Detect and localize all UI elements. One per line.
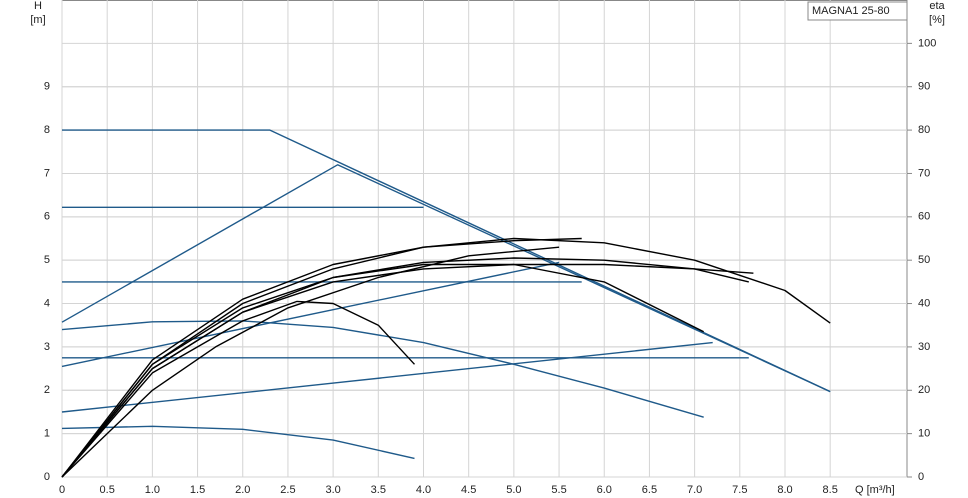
curve <box>61 237 831 478</box>
curve <box>61 320 704 418</box>
curve <box>61 263 705 478</box>
y2-tick-label: 70 <box>918 167 930 179</box>
y-tick-label: 1 <box>44 428 50 440</box>
y2-tick-label: 60 <box>918 211 930 223</box>
x-tick-label: 7.5 <box>732 484 747 496</box>
y-tick-label: 4 <box>44 297 50 309</box>
curve <box>61 164 831 393</box>
curve <box>61 246 560 478</box>
y2-tick-label: 50 <box>918 254 930 266</box>
y2-tick-label: 100 <box>918 37 936 49</box>
x-tick-label: 3.0 <box>325 484 340 496</box>
curve <box>62 129 831 393</box>
x-tick-label: 6.5 <box>642 484 657 496</box>
x-tick-label: 1.0 <box>145 484 160 496</box>
curve <box>61 263 754 478</box>
y-tick-label: 5 <box>44 254 50 266</box>
y-tick-label: 7 <box>44 167 50 179</box>
y2-label: eta <box>929 0 945 12</box>
x-tick-label: 6.0 <box>597 484 612 496</box>
x-tick-label: 2.5 <box>280 484 295 496</box>
x-tick-label: 3.5 <box>371 484 386 496</box>
x-tick-label: 1.5 <box>190 484 205 496</box>
y-tick-label: 8 <box>44 124 50 136</box>
curve <box>61 425 415 460</box>
y2-tick-label: 40 <box>918 297 930 309</box>
x-tick-label: 4.5 <box>461 484 476 496</box>
x-tick-label: 4.0 <box>416 484 431 496</box>
y2-tick-label: 30 <box>918 341 930 353</box>
y2-tick-label: 80 <box>918 124 930 136</box>
x-tick-label: 8.0 <box>777 484 792 496</box>
x-tick-label: 2.0 <box>235 484 250 496</box>
y-label: H <box>34 0 42 12</box>
y2-tick-label: 20 <box>918 384 930 396</box>
y-tick-label: 0 <box>44 471 50 483</box>
y2-unit: [%] <box>929 14 945 26</box>
x-tick-label: 8.5 <box>823 484 838 496</box>
y-tick-label: 6 <box>44 211 50 223</box>
x-tick-label: 7.0 <box>687 484 702 496</box>
curve <box>61 237 582 478</box>
x-tick-label: 5.5 <box>551 484 566 496</box>
x-tick-label: 0.5 <box>100 484 115 496</box>
y2-tick-label: 90 <box>918 81 930 93</box>
curve <box>61 341 713 413</box>
y-unit: [m] <box>30 14 45 26</box>
y-tick-label: 3 <box>44 341 50 353</box>
plot-area <box>61 0 908 478</box>
y-tick-label: 9 <box>44 81 50 93</box>
legend-label: MAGNA1 25-80 <box>812 5 890 17</box>
curve <box>61 261 560 368</box>
x-label: Q [m³/h] <box>855 484 895 496</box>
x-tick-label: 5.0 <box>506 484 521 496</box>
y2-tick-label: 0 <box>918 471 924 483</box>
y2-tick-label: 10 <box>918 428 930 440</box>
y-tick-label: 2 <box>44 384 50 396</box>
curve <box>61 300 416 478</box>
x-tick-label: 0 <box>59 484 65 496</box>
legend-box <box>807 1 908 21</box>
